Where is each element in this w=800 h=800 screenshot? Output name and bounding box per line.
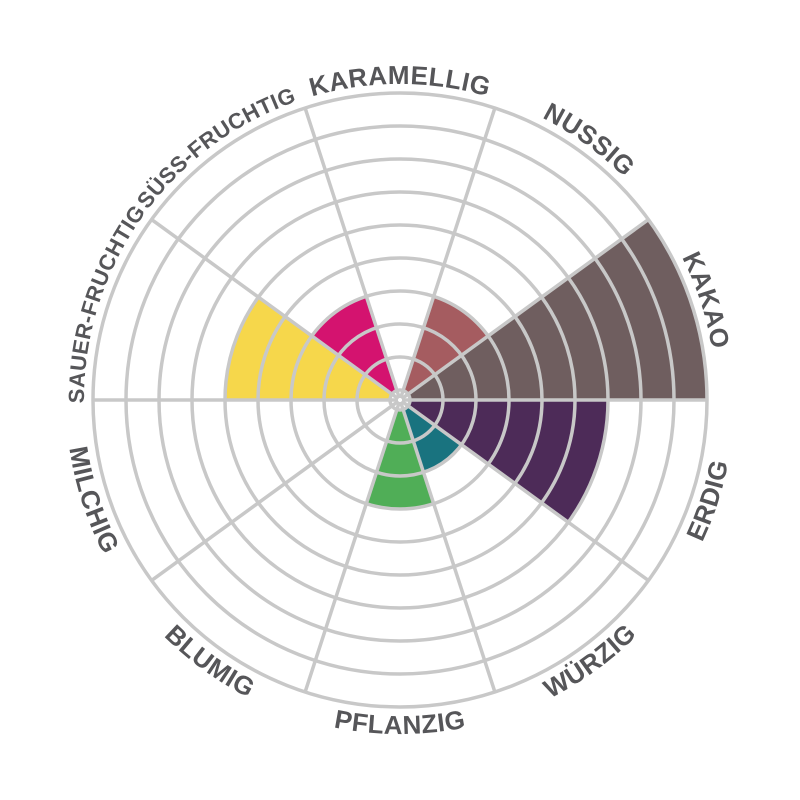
axis-label-karamellig: KARAMELLIG: [306, 60, 494, 102]
polar-ring: [289, 289, 511, 511]
wedge-nussig: [403, 296, 489, 395]
polar-spoke: [398, 107, 497, 399]
polar-ring: [124, 124, 676, 676]
wedge-sauer-fruchtig: [225, 297, 392, 400]
axis-label-sauer-fruchtig: SAUER-FRUCHTIG: [64, 200, 150, 403]
polar-center-circle: [388, 388, 412, 412]
wedge-erdig: [408, 400, 608, 523]
polar-ring: [256, 256, 544, 544]
wedge-pflanzig: [366, 409, 434, 509]
axis-label-pflanzig: PFLANZIG: [332, 704, 467, 740]
axis-label-text: BLUMIG: [159, 619, 259, 704]
polar-spoke: [303, 107, 402, 399]
wedge-s-ss-fruchtig: [311, 296, 397, 395]
wedge-w-rzig: [403, 405, 462, 473]
polar-ring: [322, 322, 478, 478]
polar-spoke: [400, 399, 650, 582]
axis-label-blumig: BLUMIG: [159, 619, 260, 704]
polar-ring: [157, 157, 643, 643]
axis-label-milchig: MILCHIG: [63, 444, 125, 558]
polar-spoke: [150, 399, 400, 582]
polar-spoke: [398, 401, 497, 693]
axis-label-text: NUSSIG: [539, 96, 641, 182]
polar-ring: [223, 223, 577, 577]
axis-label-text: WÜRZIG: [539, 618, 642, 704]
axis-label-nussig: NUSSIG: [539, 96, 641, 182]
polar-spoke: [303, 401, 402, 693]
axis-label-text: SAUER-FRUCHTIG: [64, 200, 150, 403]
polar-ring: [190, 190, 610, 610]
axis-label-text: MILCHIG: [63, 444, 125, 558]
axis-label-w-rzig: WÜRZIG: [539, 618, 642, 704]
polar-spoke: [150, 218, 400, 401]
axis-label-text: PFLANZIG: [332, 704, 467, 740]
polar-ring: [91, 91, 709, 709]
axis-label-text: KARAMELLIG: [306, 60, 494, 102]
wedge-kakao: [408, 219, 707, 400]
polar-ring: [355, 355, 445, 445]
polar-spoke: [400, 218, 650, 401]
